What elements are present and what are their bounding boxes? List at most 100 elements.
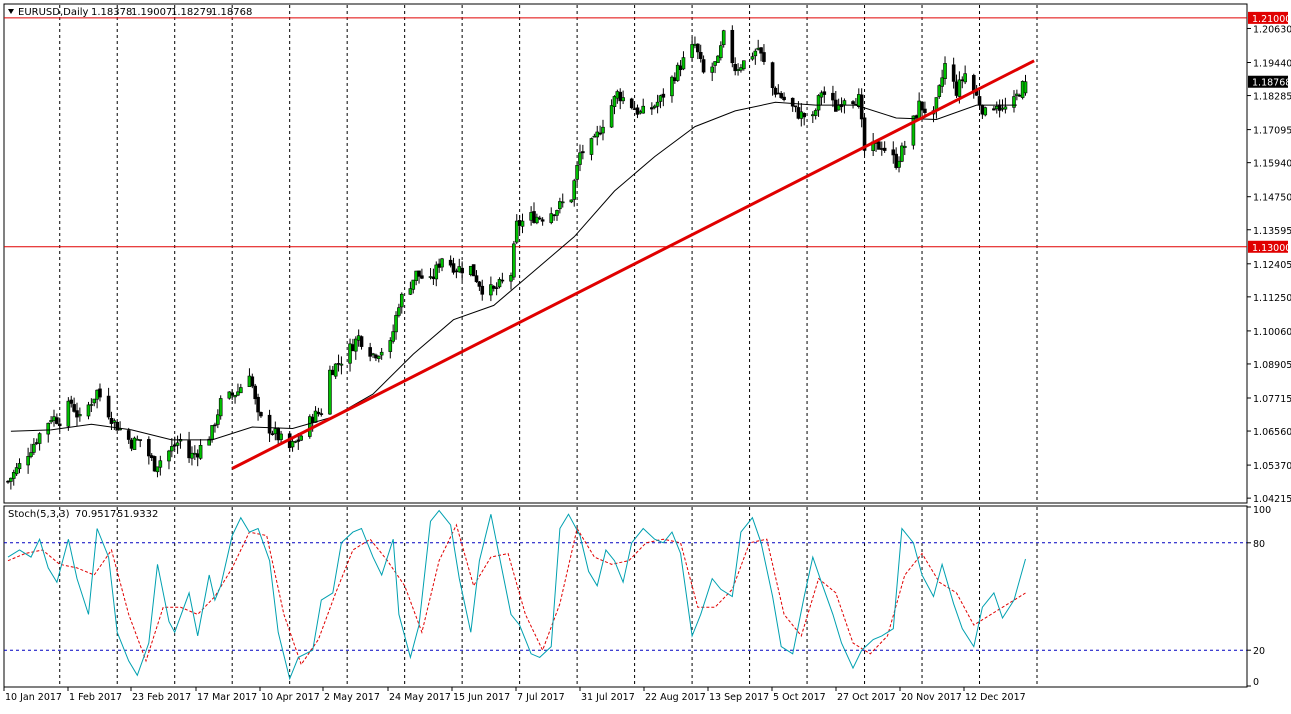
time-axis-label: 12 Dec 2017 — [965, 692, 1026, 703]
candle-body — [187, 440, 191, 459]
candle-body — [721, 30, 726, 46]
time-axis-label: 27 Oct 2017 — [837, 692, 896, 703]
candle-body — [6, 480, 10, 483]
time-axis-label: 17 Mar 2017 — [197, 692, 257, 703]
candle-body — [957, 79, 962, 97]
time-axis-label: 7 Jul 2017 — [517, 692, 565, 703]
candle-body — [920, 101, 924, 111]
candle-body — [537, 217, 542, 220]
current-price-tag — [1248, 75, 1288, 88]
candle-body — [414, 270, 418, 281]
moving-average-line — [10, 101, 1017, 441]
candle-body — [609, 105, 614, 128]
time-axis-label: 5 Oct 2017 — [773, 692, 826, 703]
candle-body — [29, 452, 33, 457]
candle-body — [207, 438, 212, 446]
moving-average — [10, 101, 1017, 441]
price-axis-label: 1.05370 — [1253, 461, 1291, 472]
candle-body — [638, 111, 643, 114]
candle-body — [14, 467, 19, 475]
candle-body — [552, 214, 556, 217]
candle-body — [719, 45, 723, 59]
candle-body — [1003, 106, 1008, 110]
price-axis-label: 1.20630 — [1253, 24, 1291, 35]
candle-body — [992, 108, 996, 111]
candle-body — [270, 433, 275, 435]
symbol-label: EURUSD,Daily — [18, 7, 89, 18]
candle-body — [353, 338, 358, 352]
candle-body — [1015, 93, 1019, 96]
candle-body — [851, 101, 855, 105]
candle-body — [417, 270, 421, 277]
candle-body — [914, 115, 919, 118]
candle-body — [52, 416, 56, 422]
candle-body — [655, 101, 660, 107]
close-value: 1.18768 — [211, 7, 252, 18]
candle-body — [595, 131, 600, 138]
candle-body — [276, 428, 280, 441]
candle-body — [152, 456, 157, 472]
candle-body — [540, 219, 545, 222]
price-axis-label: 1.19440 — [1253, 59, 1291, 70]
candle-body — [167, 450, 171, 462]
stochastic-lines — [7, 509, 1026, 681]
candle-body — [376, 355, 381, 359]
candle-body — [856, 94, 861, 107]
candle-body — [698, 51, 703, 59]
candle-body — [509, 275, 513, 282]
candle-body — [175, 442, 180, 446]
candle-body — [618, 91, 623, 102]
candle-body — [216, 414, 220, 425]
candle-body — [147, 439, 151, 457]
candle-body — [279, 433, 283, 440]
collapse-triangle-icon[interactable] — [8, 9, 14, 14]
stoch-axis-label: 20 — [1253, 646, 1265, 657]
candle-body — [230, 392, 234, 396]
current-price-label: 1.18768 — [1252, 78, 1291, 89]
candle-body — [652, 105, 657, 108]
candle-body — [661, 93, 666, 98]
candle-body — [822, 91, 827, 95]
candle-body — [799, 111, 804, 119]
candle-body — [210, 425, 214, 440]
candle-body — [629, 98, 634, 109]
candle-body — [368, 347, 372, 357]
price-axis-label: 1.04215 — [1253, 494, 1291, 505]
candle-body — [489, 284, 493, 296]
candle-body — [716, 55, 720, 63]
candle-body — [701, 59, 706, 73]
price-axis-label: 1.10060 — [1253, 327, 1291, 338]
candle-body — [977, 96, 982, 106]
candle-body — [394, 315, 398, 333]
candle-body — [997, 104, 1002, 111]
candle-body — [621, 97, 625, 102]
candle-body — [468, 265, 473, 275]
candle-body — [391, 331, 395, 342]
candle-body — [92, 398, 97, 404]
candle-body — [779, 93, 783, 98]
candle-body — [379, 351, 384, 356]
time-axis-label: 2 May 2017 — [324, 692, 380, 703]
candle-body — [598, 132, 602, 135]
candle-body — [911, 115, 916, 146]
candle-body — [615, 91, 620, 99]
candle-body — [943, 63, 947, 80]
open-value: 1.18378 — [91, 7, 132, 18]
ascending-trendline — [231, 59, 1035, 470]
candle-body — [690, 44, 694, 58]
candle-body — [339, 363, 344, 366]
candle-body — [971, 75, 976, 92]
candle-body — [86, 404, 91, 417]
level-price-tag — [1248, 11, 1288, 24]
level-price-label: 1.21000 — [1252, 14, 1291, 25]
candle-body — [572, 180, 577, 200]
candle-body — [696, 43, 700, 53]
price-axis: 1.21000 1.13000 1.18768 1.20630 1.19440 1.182… — [1247, 11, 1291, 505]
candle-body — [49, 420, 53, 423]
candle-body — [293, 441, 298, 443]
price-axis-label: 1.18285 — [1253, 92, 1291, 103]
candle-body — [98, 388, 102, 398]
candle-body — [190, 452, 194, 459]
candle-body — [793, 105, 798, 108]
